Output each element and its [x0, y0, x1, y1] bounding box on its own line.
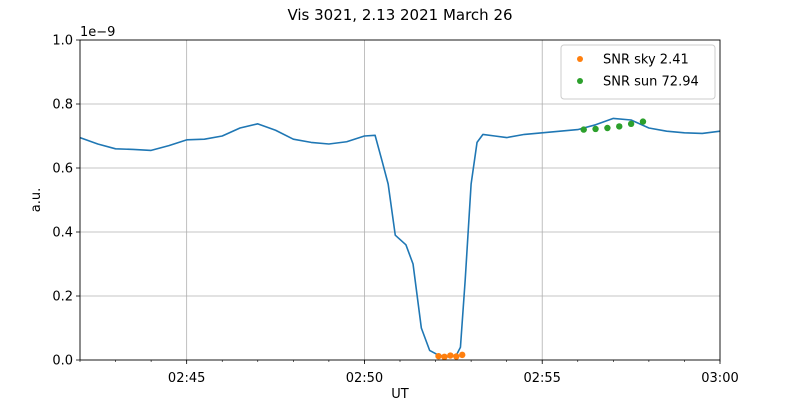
- x-tick-label: 02:45: [168, 371, 205, 386]
- scatter-point: [616, 123, 623, 130]
- plot-frame: [79, 39, 721, 361]
- legend-label: SNR sun 72.94: [603, 75, 699, 90]
- grid: [80, 40, 720, 360]
- x-tick-label: 03:00: [701, 371, 738, 386]
- y-tick-label: 1.0: [52, 34, 73, 49]
- scatter-point: [627, 120, 635, 128]
- legend-box: [560, 44, 716, 100]
- scatter-point: [435, 352, 442, 360]
- y-tick-label: 0.4: [52, 226, 73, 241]
- y-tick-label: 0.8: [52, 98, 73, 113]
- scatter-series-2: [580, 118, 647, 133]
- y-axis-label: a.u.: [29, 188, 44, 212]
- chart-title: Vis 3021, 2.13 2021 March 26: [287, 6, 512, 24]
- scatter-series-1: [435, 351, 466, 360]
- legend-marker: [577, 56, 583, 62]
- y-tick-label: 0.6: [52, 162, 73, 177]
- legend: SNR sky 2.41 SNR sun 72.94: [560, 44, 716, 100]
- y-offset-label: 1e−9: [80, 25, 115, 40]
- series-layer: [79, 117, 721, 360]
- y-tick-label: 0.2: [52, 290, 73, 305]
- scatter-point: [580, 126, 587, 133]
- scatter-point: [453, 353, 460, 360]
- x-axis-label: UT: [391, 387, 409, 400]
- scatter-point: [604, 124, 611, 132]
- series-line: [79, 117, 721, 358]
- legend-label: SNR sky 2.41: [603, 53, 689, 68]
- scatter-point: [447, 352, 454, 359]
- scatter-point: [459, 351, 466, 359]
- scatter-point: [441, 353, 448, 360]
- scatter-point: [639, 118, 647, 125]
- scatter-point: [592, 125, 599, 133]
- x-tick-label: 02:55: [523, 371, 560, 386]
- legend-marker: [577, 78, 583, 84]
- y-tick-label: 0.0: [52, 354, 73, 369]
- x-tick-label: 02:50: [346, 371, 383, 386]
- axes: 0.0 0.2 0.4 0.6 0.8 1.0 02:45 02:50 02:55 03:00: [52, 34, 738, 387]
